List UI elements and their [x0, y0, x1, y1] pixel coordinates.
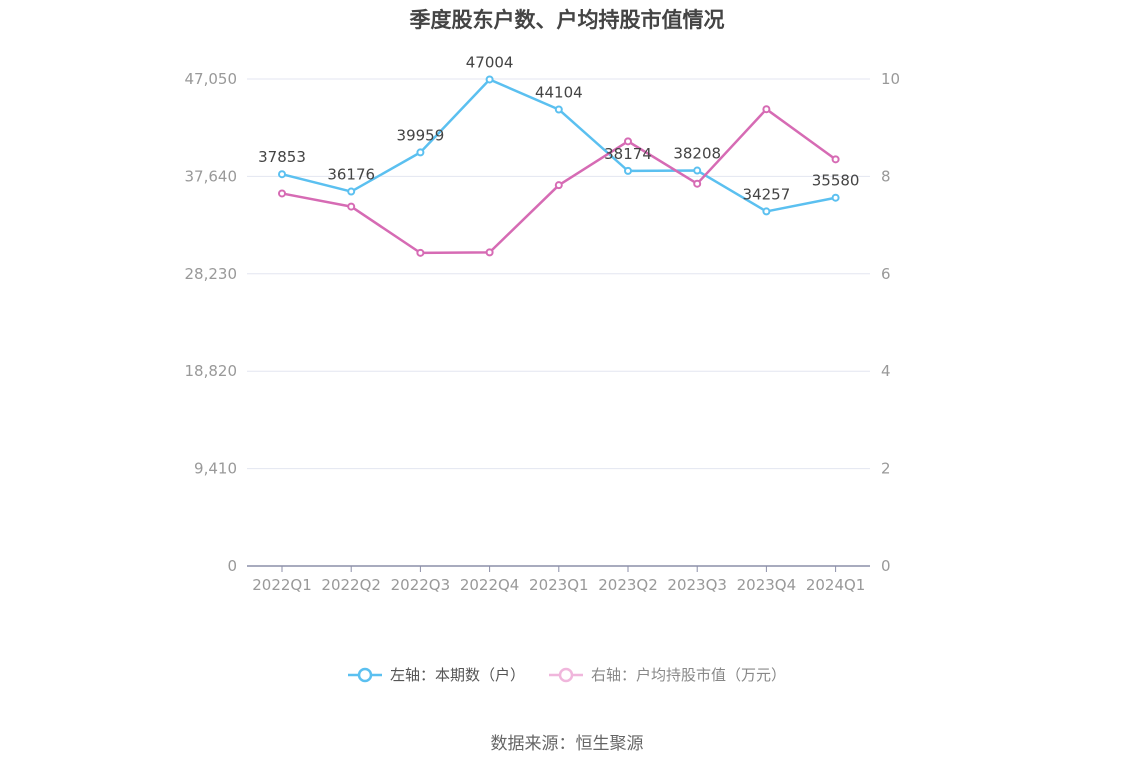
right-axis-tick-label: 10: [881, 70, 900, 88]
data-point: [554, 181, 563, 190]
series-points: [278, 75, 840, 257]
left-axis-tick-label: 47,050: [185, 70, 238, 88]
data-label: 38174: [604, 145, 652, 163]
grid-lines: [247, 78, 870, 470]
x-axis-tick-label: 2022Q4: [460, 576, 520, 594]
right-axis-tick-label: 8: [881, 167, 891, 185]
legend-label-right-series: 右轴：户均持股市值（万元）: [591, 666, 787, 684]
data-point: [416, 248, 425, 257]
data-point: [624, 137, 632, 146]
data-point: [831, 155, 840, 164]
x-axis-tick-label: 2022Q2: [321, 576, 381, 594]
legend-item-left-series[interactable]: 左轴：本期数（户）: [347, 664, 525, 685]
left-axis-tick-label: 0: [227, 557, 237, 575]
data-point: [278, 189, 286, 198]
data-point: [831, 193, 840, 202]
right-axis-tick-label: 2: [881, 460, 891, 478]
data-point: [278, 170, 286, 179]
legend-label-left-series: 左轴：本期数（户）: [389, 666, 525, 684]
x-axis-tick-label: 2023Q4: [737, 576, 797, 594]
data-label: 37853: [258, 148, 306, 166]
legend-line-circle-icon: [347, 667, 382, 682]
data-source: 数据来源：恒生聚源: [490, 734, 644, 754]
data-point: [762, 105, 771, 114]
data-label: 39959: [397, 126, 445, 144]
legend-item-right-series[interactable]: 右轴：户均持股市值（万元）: [549, 664, 786, 685]
left-axis-tick-label: 28,230: [185, 265, 238, 283]
axes: 0 0 9,410 2 18,820 4 28,230 6 37,640 8 47,050 10 202…: [185, 70, 901, 594]
chart-title: 季度股东户数、户均持股市值情况: [409, 8, 725, 32]
left-axis-tick-label: 18,820: [185, 362, 238, 380]
right-axis-tick-label: 6: [881, 265, 891, 283]
right-axis-tick-label: 4: [881, 362, 891, 380]
data-point: [347, 202, 356, 211]
x-axis-tick-label: 2023Q2: [598, 576, 658, 594]
data-point: [416, 148, 425, 157]
data-point: [624, 166, 632, 175]
data-label: 35580: [812, 172, 860, 190]
left-axis-tick-label: 37,640: [185, 167, 238, 185]
left-axis-tick-label: 9,410: [194, 460, 237, 478]
legend-line-circle-icon: [549, 667, 583, 682]
x-axis-tick-label: 2022Q1: [252, 576, 312, 594]
data-labels: 37853 36176 39959 47004 44104 38174 38208 34257…: [258, 53, 859, 203]
data-point: [693, 166, 702, 175]
right-axis-tick-label: 0: [881, 557, 891, 575]
data-point: [485, 248, 494, 257]
data-point: [347, 187, 356, 196]
data-point: [554, 105, 563, 114]
x-axis-tick-label: 2023Q3: [667, 576, 727, 594]
data-label: 44104: [535, 83, 583, 101]
data-point: [485, 75, 494, 84]
data-label: 36176: [327, 166, 375, 184]
legend: 左轴：本期数（户） 右轴：户均持股市值（万元）: [0, 664, 1134, 685]
x-axis-tick-label: 2022Q3: [391, 576, 451, 594]
x-axis-tick-label: 2023Q1: [529, 576, 589, 594]
data-label: 34257: [743, 185, 791, 203]
data-label: 47004: [466, 53, 514, 71]
data-label: 38208: [673, 145, 721, 163]
data-point: [693, 179, 702, 188]
x-axis-tick-label: 2024Q1: [806, 576, 866, 594]
data-point: [762, 207, 771, 216]
